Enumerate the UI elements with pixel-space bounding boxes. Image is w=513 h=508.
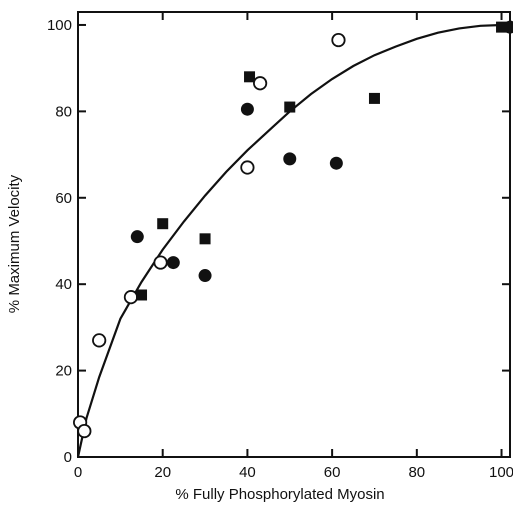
data-point-filled-square — [284, 101, 296, 113]
plot-border — [77, 11, 511, 458]
y-axis-title: % Maximum Velocity — [6, 174, 23, 313]
data-point-open-circle — [92, 333, 107, 348]
y-tick-label: 40 — [55, 276, 72, 293]
data-point-open-circle — [331, 32, 346, 48]
plot-frame — [77, 11, 511, 458]
data-point-open-circle — [240, 160, 255, 175]
y-tick-label: 60 — [55, 190, 72, 207]
data-point-filled-square — [368, 92, 380, 104]
data-point-filled-circle — [329, 156, 343, 170]
data-point-filled-circle — [130, 230, 144, 244]
data-point-open-circle — [123, 290, 139, 305]
data-point-filled-circle — [166, 256, 180, 270]
data-point-filled-square — [199, 233, 211, 245]
x-axis: 0 20 40 60 80 100 — [74, 12, 513, 481]
x-tick-label: 40 — [239, 464, 256, 481]
data-point-open-circle — [153, 255, 168, 270]
data-point-filled-square — [136, 289, 148, 301]
data-point-filled-square — [244, 71, 256, 83]
y-tick-label: 20 — [55, 363, 72, 380]
data-point-filled-circle — [240, 102, 254, 116]
y-axis: 0 20 40 60 80 100 — [47, 17, 510, 466]
x-tick-label: 80 — [408, 464, 425, 481]
y-tick-label: 0 — [64, 449, 72, 466]
x-tick-label: 60 — [324, 464, 341, 481]
data-point-open-circle — [77, 423, 92, 439]
y-tick-label: 100 — [47, 17, 72, 34]
y-tick-label: 80 — [55, 103, 72, 120]
data-point-filled-square — [157, 218, 169, 230]
data-point-filled-circle — [198, 269, 212, 283]
x-tick-label: 100 — [489, 464, 513, 481]
data-point-filled-circle — [283, 152, 297, 166]
x-tick-label: 0 — [74, 464, 82, 481]
x-axis-title: % Fully Phosphorylated Myosin — [175, 486, 384, 503]
data-points-layer — [73, 20, 513, 439]
x-tick-label: 20 — [154, 464, 171, 481]
data-point-open-circle — [253, 76, 268, 91]
data-point-filled-square — [496, 21, 508, 33]
